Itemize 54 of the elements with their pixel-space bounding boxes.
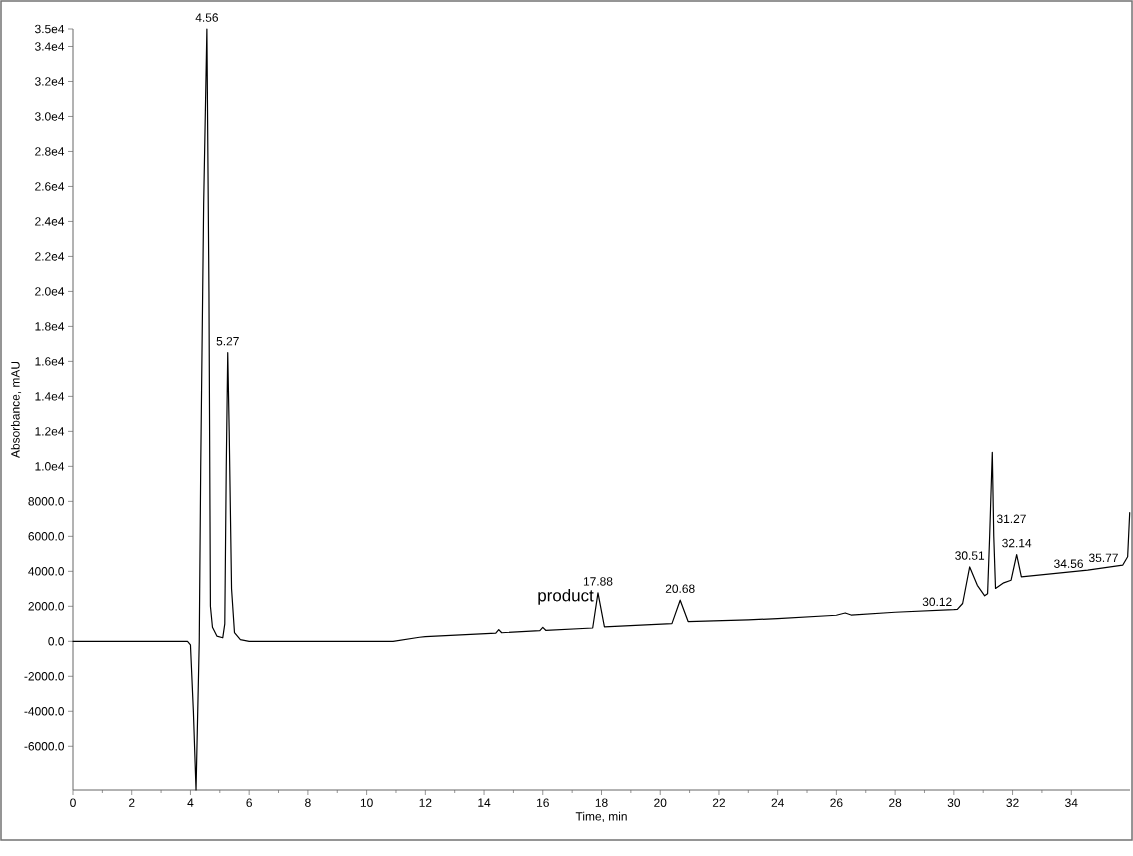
y-tick-label: 1.6e4 — [35, 357, 65, 366]
x-tick-label: 14 — [478, 798, 491, 807]
x-tick-label: 4 — [187, 798, 194, 807]
annotation: 30.51 — [955, 551, 985, 560]
x-tick-label: 30 — [947, 798, 961, 807]
x-tick-label: 0 — [70, 798, 76, 807]
y-tick-label: 2.0e4 — [35, 287, 65, 296]
y-tick-label: 2000.0 — [28, 602, 65, 611]
y-axis-title: Absorbance, mAU — [10, 361, 22, 458]
y-tick-label: 6000.0 — [28, 532, 65, 541]
x-tick-label: 26 — [830, 798, 843, 807]
y-tick-label: 4000.0 — [28, 567, 65, 576]
x-tick-label: 6 — [246, 798, 252, 807]
annotation: 5.27 — [216, 336, 239, 346]
x-tick-label: 2 — [128, 798, 135, 807]
y-tick-label: 1.4e4 — [35, 392, 65, 401]
y-tick-label: 0.0 — [48, 637, 65, 646]
annotation: product — [538, 589, 594, 605]
annotation: 35.77 — [1089, 553, 1118, 562]
y-tick-label: 1.8e4 — [35, 322, 65, 331]
x-tick-label: 16 — [537, 798, 549, 807]
x-tick-label: 10 — [360, 798, 373, 807]
y-tick-label: -6000.0 — [24, 742, 65, 751]
y-tick-label: 1.0e4 — [35, 462, 65, 471]
annotation: 34.56 — [1054, 559, 1083, 568]
annotation: 20.68 — [665, 584, 695, 593]
line-series — [72, 28, 1131, 791]
annotation: 32.14 — [1002, 538, 1032, 548]
y-tick-label: 3.4e4 — [35, 42, 65, 51]
x-tick-label: 24 — [771, 798, 784, 807]
y-tick-label: 2.6e4 — [35, 182, 65, 191]
x-tick-label: 12 — [419, 798, 432, 807]
x-tick-label: 18 — [595, 798, 608, 807]
y-tick-label: 2.4e4 — [35, 217, 65, 226]
y-tick-label: 3.2e4 — [35, 77, 65, 86]
x-tick-label: 20 — [654, 798, 667, 807]
y-tick-label: -4000.0 — [24, 707, 65, 716]
x-tick-label: 34 — [1065, 798, 1078, 807]
y-tick-label: 3.5e4 — [35, 24, 65, 34]
x-tick-label: 28 — [889, 798, 902, 807]
annotation: 17.88 — [583, 577, 613, 586]
annotation: 4.56 — [195, 13, 218, 22]
x-axis-title: Time, min — [575, 811, 627, 823]
y-tick-label: 2.2e4 — [35, 252, 65, 261]
y-tick-label: 8000.0 — [28, 497, 65, 506]
annotation: 30.12 — [922, 597, 952, 607]
y-tick-label: 3.0e4 — [35, 112, 65, 121]
x-tick-label: 32 — [1006, 798, 1019, 807]
x-tick-label: 8 — [305, 798, 311, 807]
x-tick-label: 22 — [712, 798, 725, 807]
y-tick-label: -2000.0 — [24, 672, 65, 681]
annotation: 31.27 — [996, 514, 1026, 524]
y-tick-label: 2.8e4 — [35, 147, 65, 156]
y-tick-label: 1.2e4 — [35, 427, 65, 436]
